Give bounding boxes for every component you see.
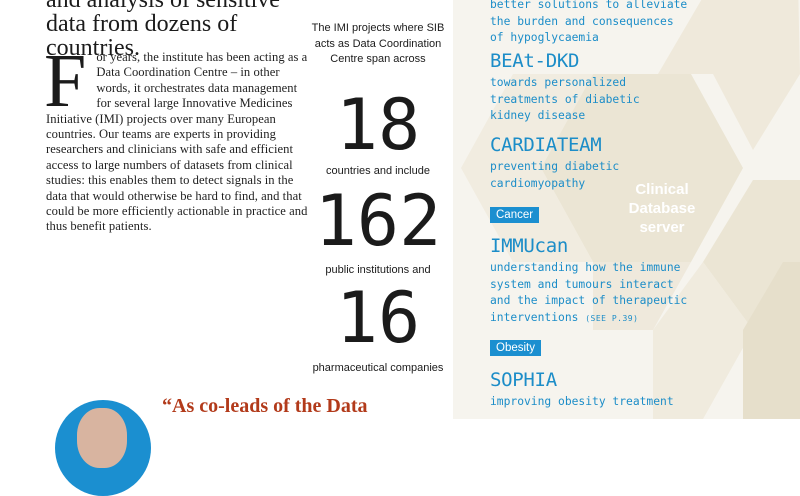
hexagon-graphic	[461, 0, 800, 419]
countries-caption: countries and include	[326, 165, 430, 177]
pull-quote: “As co-leads of the Data	[162, 395, 368, 417]
project-desc-line: kidney disease	[490, 109, 586, 122]
page-reference: (SEE P.39)	[585, 313, 639, 323]
project-desc-line: interventions (SEE P.39)	[490, 310, 687, 328]
project-sophia: SOPHIA improving obesity treatment	[490, 369, 674, 411]
institutions-caption: public institutions and	[325, 264, 431, 276]
server-label-line: Database	[628, 200, 696, 217]
project-name: SOPHIA	[490, 369, 557, 391]
project-desc-line: towards personalized	[490, 76, 627, 89]
project-desc-line: improving obesity treatment	[490, 395, 674, 408]
project-desc-line: the burden and consequences	[490, 14, 674, 28]
companies-caption: pharmaceutical companies	[312, 362, 444, 374]
project-desc-line: treatments of diabetic	[490, 92, 640, 106]
clinical-database-server-label: Clinical Database server	[612, 180, 712, 237]
drop-cap: F	[44, 39, 87, 123]
intro-paragraph-text: or years, the institute has been acting …	[46, 50, 308, 234]
project-desc-text: interventions	[490, 310, 579, 324]
project-cardiateam: CARDIATEAM preventing diabetic cardiomyo…	[490, 134, 619, 192]
project-immucan: IMMUcan understanding how the immune sys…	[490, 235, 687, 327]
server-label-line: Clinical	[635, 181, 689, 198]
stats-column: The IMI projects where SIB acts as Data …	[308, 0, 448, 419]
project-desc-line: system and tumours interact	[490, 277, 674, 291]
project-desc-line: preventing diabetic	[490, 160, 620, 173]
project-hypoglycaemia: better solutions to alleviate the burden…	[490, 0, 687, 47]
portrait-photo	[55, 400, 151, 496]
project-desc-line: of hypoglycaemia	[490, 31, 599, 44]
countries-count: 18	[335, 84, 421, 166]
category-tag-obesity: Obesity	[490, 340, 541, 356]
companies-count: 16	[335, 277, 421, 359]
portrait-face	[77, 408, 127, 468]
project-desc-line: better solutions to alleviate	[490, 0, 688, 11]
project-desc-line: cardiomyopathy	[490, 176, 586, 190]
section-heading: and analysis of sensitive data from doze…	[46, 0, 280, 61]
project-desc-line: understanding how the immune	[490, 261, 681, 274]
institutions-count: 162	[314, 180, 442, 262]
project-beat-dkd: BEAt-DKD towards personalized treatments…	[490, 50, 640, 125]
project-name: BEAt-DKD	[490, 50, 580, 72]
stats-intro: The IMI projects where SIB acts as Data …	[311, 22, 445, 65]
project-desc-line: and the impact of therapeutic	[490, 294, 688, 307]
category-tag-cancer: Cancer	[490, 207, 540, 223]
server-label-line: server	[639, 219, 685, 236]
project-name: CARDIATEAM	[490, 134, 602, 156]
project-name: IMMUcan	[490, 235, 568, 257]
